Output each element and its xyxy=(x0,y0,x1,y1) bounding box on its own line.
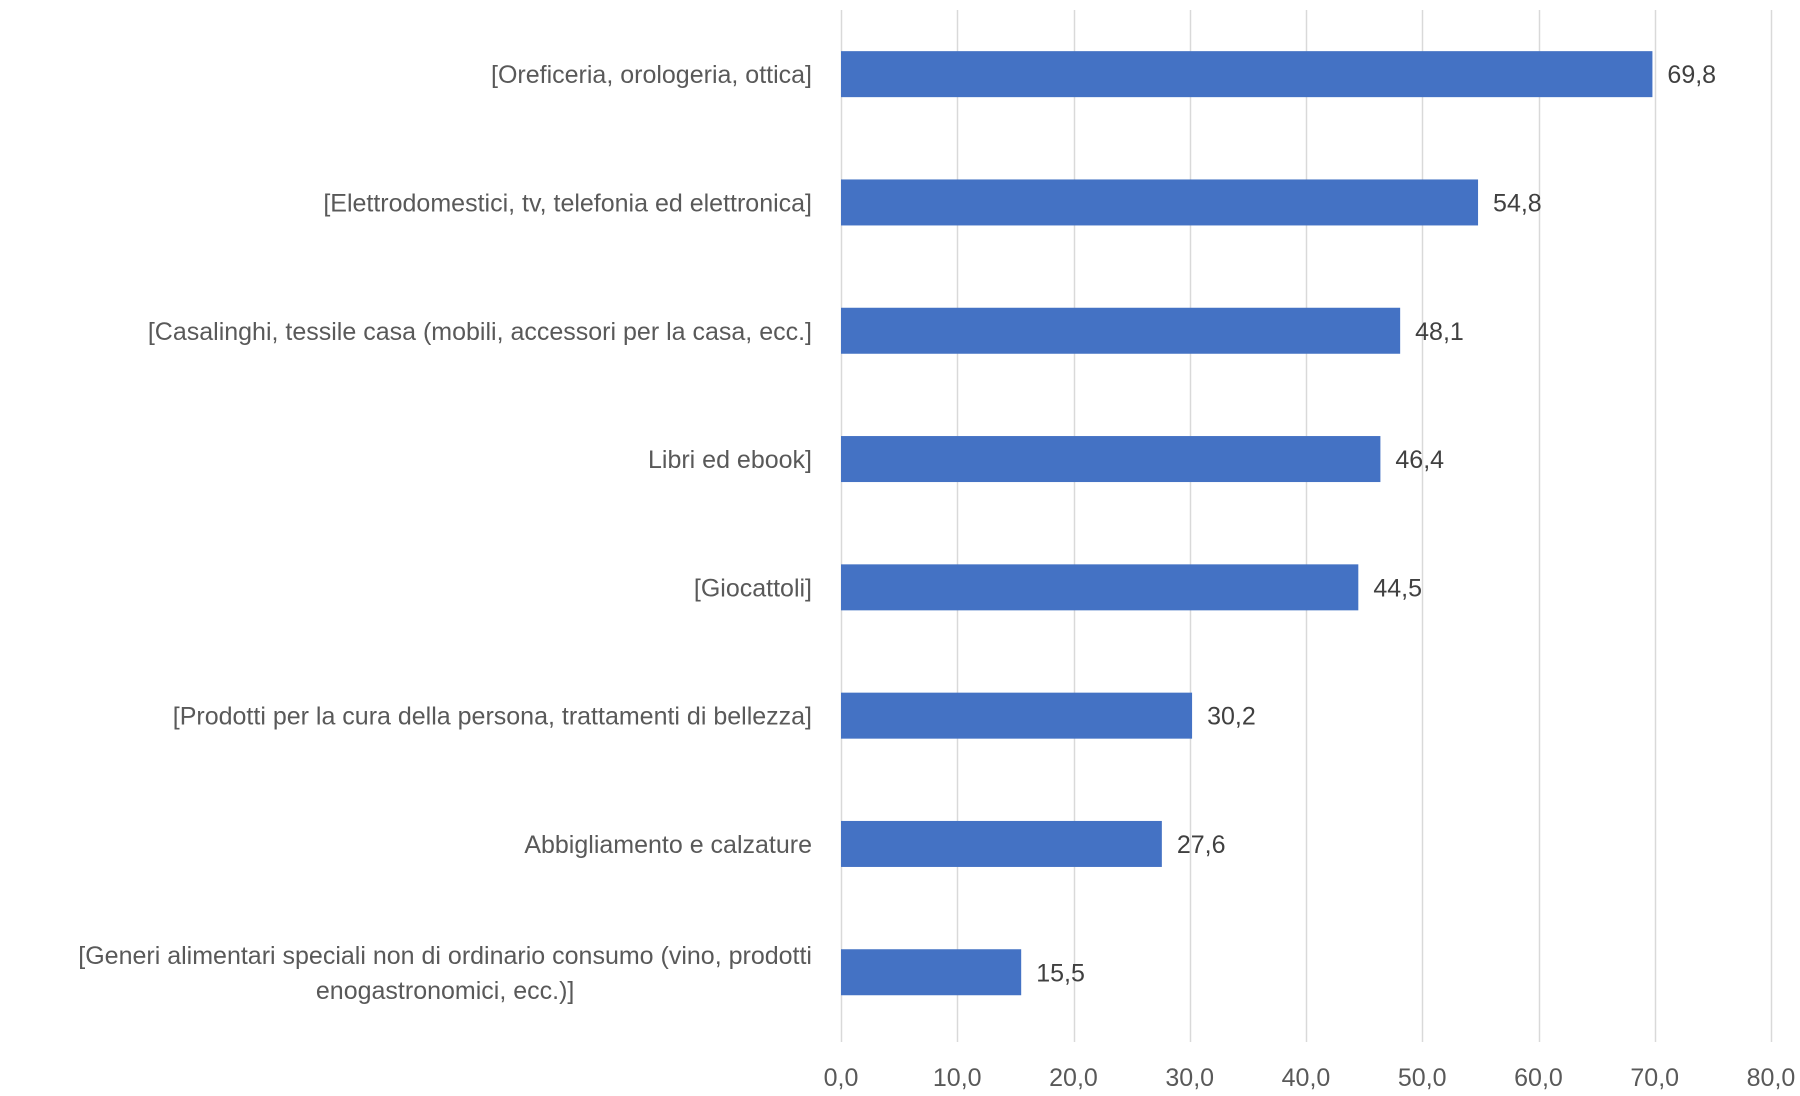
data-label: 15,5 xyxy=(1036,959,1085,987)
category-label: [Elettrodomestici, tv, telefonia ed elet… xyxy=(323,189,812,217)
x-tick-label: 80,0 xyxy=(1747,1064,1796,1091)
bar xyxy=(841,564,1359,611)
bar xyxy=(841,179,1479,226)
data-label: 48,1 xyxy=(1415,318,1464,346)
category-label: [Casalinghi, tessile casa (mobili, acces… xyxy=(148,318,812,346)
bar xyxy=(841,820,1162,867)
category-label: Libri ed ebook] xyxy=(648,446,812,474)
x-tick-labels: 0,0 10,0 20,0 30,0 40,0 50,0 60,0 70,0 80,0 xyxy=(824,1064,1796,1092)
bar xyxy=(841,949,1022,996)
category-labels: [Oreficeria, orologeria, ottica] [Elettro… xyxy=(78,61,812,1005)
data-label: 44,5 xyxy=(1373,574,1422,602)
bar xyxy=(841,436,1381,483)
bar xyxy=(841,307,1401,354)
data-label: 27,6 xyxy=(1177,831,1226,859)
x-tick-label: 0,0 xyxy=(824,1064,859,1091)
x-tick-label: 70,0 xyxy=(1630,1064,1679,1091)
category-label: [Oreficeria, orologeria, ottica] xyxy=(491,61,812,89)
category-label: [Generi alimentari speciali non di ordin… xyxy=(78,942,812,1005)
x-tick-label: 20,0 xyxy=(1049,1064,1098,1091)
bar xyxy=(841,692,1193,739)
data-label: 69,8 xyxy=(1667,61,1716,89)
value-labels: 69,8 54,8 48,1 46,4 44,5 30,2 27,6 15,5 xyxy=(1036,61,1716,987)
data-label: 54,8 xyxy=(1493,189,1542,217)
category-label: Abbigliamento e calzature xyxy=(524,831,812,859)
category-label: [Giocattoli] xyxy=(694,574,812,602)
bars xyxy=(841,51,1653,996)
x-tick-label: 10,0 xyxy=(933,1064,982,1091)
data-label: 30,2 xyxy=(1207,703,1256,731)
bar xyxy=(841,51,1653,98)
x-tick-label: 30,0 xyxy=(1165,1064,1214,1091)
x-tick-label: 40,0 xyxy=(1282,1064,1331,1091)
x-tick-label: 50,0 xyxy=(1398,1064,1447,1091)
x-tick-label: 60,0 xyxy=(1514,1064,1563,1091)
grid-lines xyxy=(840,10,1773,1042)
data-label: 46,4 xyxy=(1395,446,1444,474)
category-label: [Prodotti per la cura della persona, tra… xyxy=(173,703,812,731)
